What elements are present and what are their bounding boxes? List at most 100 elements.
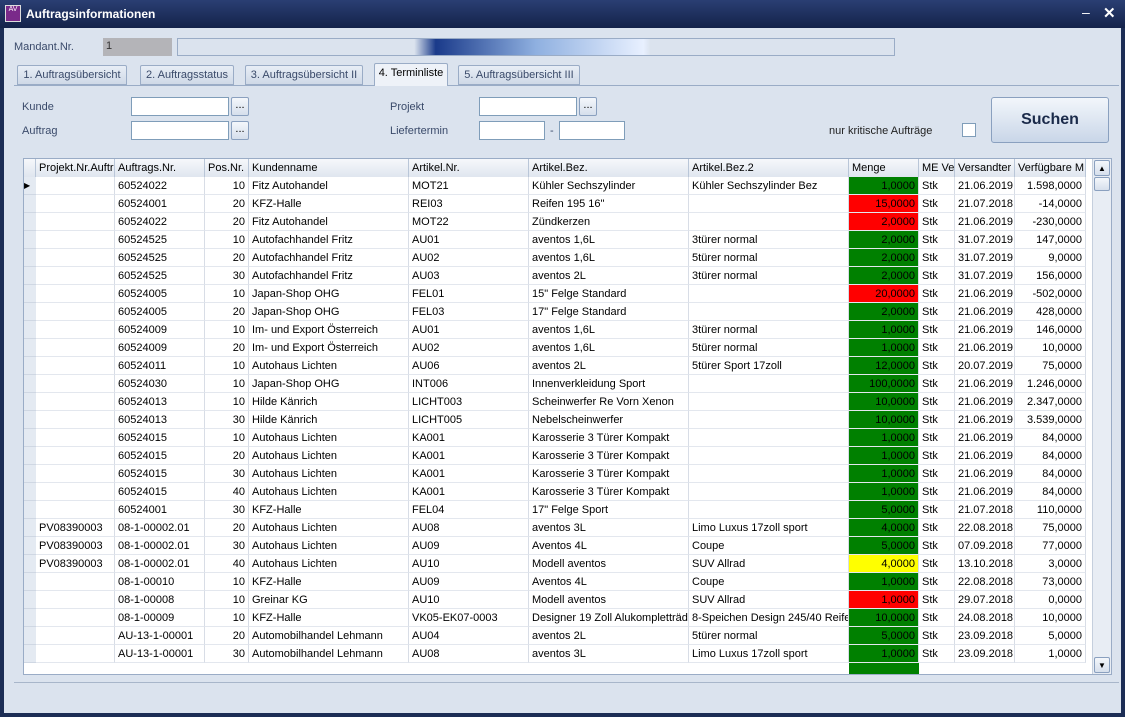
cell: Stk: [919, 591, 955, 609]
cell: Stk: [919, 267, 955, 285]
cell: Stk: [919, 213, 955, 231]
scroll-up[interactable]: ▲: [1094, 160, 1110, 176]
tab[interactable]: 2. Auftragsstatus: [140, 65, 234, 85]
cell: 30: [205, 411, 249, 429]
row-header: [24, 609, 36, 627]
cell: KA001: [409, 465, 529, 483]
kunde-input[interactable]: [131, 97, 229, 116]
column-header[interactable]: Versandter: [955, 159, 1015, 177]
scrollbar[interactable]: [1092, 159, 1111, 674]
column-header[interactable]: Artikel.Bez.2: [689, 159, 849, 177]
cell: Autohaus Lichten: [249, 447, 409, 465]
cell: [36, 411, 115, 429]
column-header[interactable]: Artikel.Bez.: [529, 159, 689, 177]
cell: 40: [205, 483, 249, 501]
column-header[interactable]: ME Ve: [919, 159, 955, 177]
cell: [689, 303, 849, 321]
tab[interactable]: 4. Terminliste: [374, 63, 448, 86]
mandant-field[interactable]: 1: [103, 38, 172, 56]
row-header: [24, 393, 36, 411]
cell: 10: [205, 591, 249, 609]
cell: 21.06.2019: [955, 213, 1015, 231]
cell: Designer 19 Zoll Alukompletträde: [529, 609, 689, 627]
projekt-browse[interactable]: ...: [579, 97, 597, 116]
cell: 10: [205, 177, 249, 195]
cell: 20: [205, 195, 249, 213]
cell: 17" Felge Standard: [529, 303, 689, 321]
cell: 15" Felge Standard: [529, 285, 689, 303]
scroll-thumb[interactable]: [1094, 177, 1110, 191]
cell: 5türer Sport 17zoll: [689, 357, 849, 375]
cell: 21.07.2018: [955, 195, 1015, 213]
cell: Stk: [919, 483, 955, 501]
cell: 2,0000: [849, 303, 919, 321]
row-header: [24, 447, 36, 465]
row-header: [24, 573, 36, 591]
cell: 21.06.2019: [955, 447, 1015, 465]
column-header[interactable]: Verfügbare M: [1015, 159, 1086, 177]
row-header: [24, 411, 36, 429]
cell: Stk: [919, 645, 955, 663]
cell: 1,0000: [849, 177, 919, 195]
cell: Stk: [919, 357, 955, 375]
tab[interactable]: 1. Auftragsübersicht: [17, 65, 127, 85]
search-button[interactable]: Suchen: [991, 97, 1109, 143]
row-header: [24, 627, 36, 645]
row-header: [24, 357, 36, 375]
cell: [36, 195, 115, 213]
cell: Modell aventos: [529, 555, 689, 573]
cell: Stk: [919, 177, 955, 195]
auftrag-input[interactable]: [131, 121, 229, 140]
tab-line: [14, 85, 1119, 86]
cell: 1,0000: [849, 321, 919, 339]
cell: 147,0000: [1015, 231, 1086, 249]
cell: 3türer normal: [689, 231, 849, 249]
cell: Im- und Export Österreich: [249, 339, 409, 357]
tab[interactable]: 5. Auftragsübersicht III: [458, 65, 580, 85]
liefertermin-from[interactable]: [479, 121, 545, 140]
cell: AU01: [409, 231, 529, 249]
minimize[interactable]: –: [1082, 4, 1090, 20]
column-header[interactable]: Pos.Nr.: [205, 159, 249, 177]
cell: 1.598,0000: [1015, 177, 1086, 195]
cell: AU06: [409, 357, 529, 375]
cell: [36, 393, 115, 411]
cell: Autofachhandel Fritz: [249, 249, 409, 267]
liefertermin-label: Liefertermin: [390, 125, 448, 137]
cell: 84,0000: [1015, 447, 1086, 465]
cell: 60524013: [115, 393, 205, 411]
cell: 21.06.2019: [955, 429, 1015, 447]
cell: 156,0000: [1015, 267, 1086, 285]
cell: Hilde Känrich: [249, 393, 409, 411]
cell: [689, 483, 849, 501]
cell: 10: [205, 321, 249, 339]
scroll-down[interactable]: ▼: [1094, 657, 1110, 673]
kritisch-checkbox[interactable]: [962, 123, 976, 137]
projekt-input[interactable]: [479, 97, 577, 116]
cell: 60524015: [115, 447, 205, 465]
column-header[interactable]: Kundenname: [249, 159, 409, 177]
cell: 08-1-00009: [115, 609, 205, 627]
column-header[interactable]: Artikel.Nr.: [409, 159, 529, 177]
liefertermin-to[interactable]: [559, 121, 625, 140]
column-header[interactable]: Menge: [849, 159, 919, 177]
kunde-browse[interactable]: ...: [231, 97, 249, 116]
cell: FEL04: [409, 501, 529, 519]
column-header[interactable]: Auftrags.Nr.: [115, 159, 205, 177]
cell: 60524525: [115, 249, 205, 267]
cell: -14,0000: [1015, 195, 1086, 213]
cell: [36, 429, 115, 447]
auftrag-browse[interactable]: ...: [231, 121, 249, 140]
cell: 3.539,0000: [1015, 411, 1086, 429]
cell: 4,0000: [849, 555, 919, 573]
cell: Autohaus Lichten: [249, 555, 409, 573]
close[interactable]: ✕: [1103, 4, 1116, 22]
tab[interactable]: 3. Auftragsübersicht II: [245, 65, 363, 85]
cell: 10: [205, 429, 249, 447]
cell: 60524009: [115, 321, 205, 339]
banner: [177, 38, 895, 56]
column-header[interactable]: Projekt.Nr.Auftr.: [36, 159, 115, 177]
cell: 20: [205, 339, 249, 357]
cell: [36, 645, 115, 663]
cell: Kühler Sechszylinder: [529, 177, 689, 195]
